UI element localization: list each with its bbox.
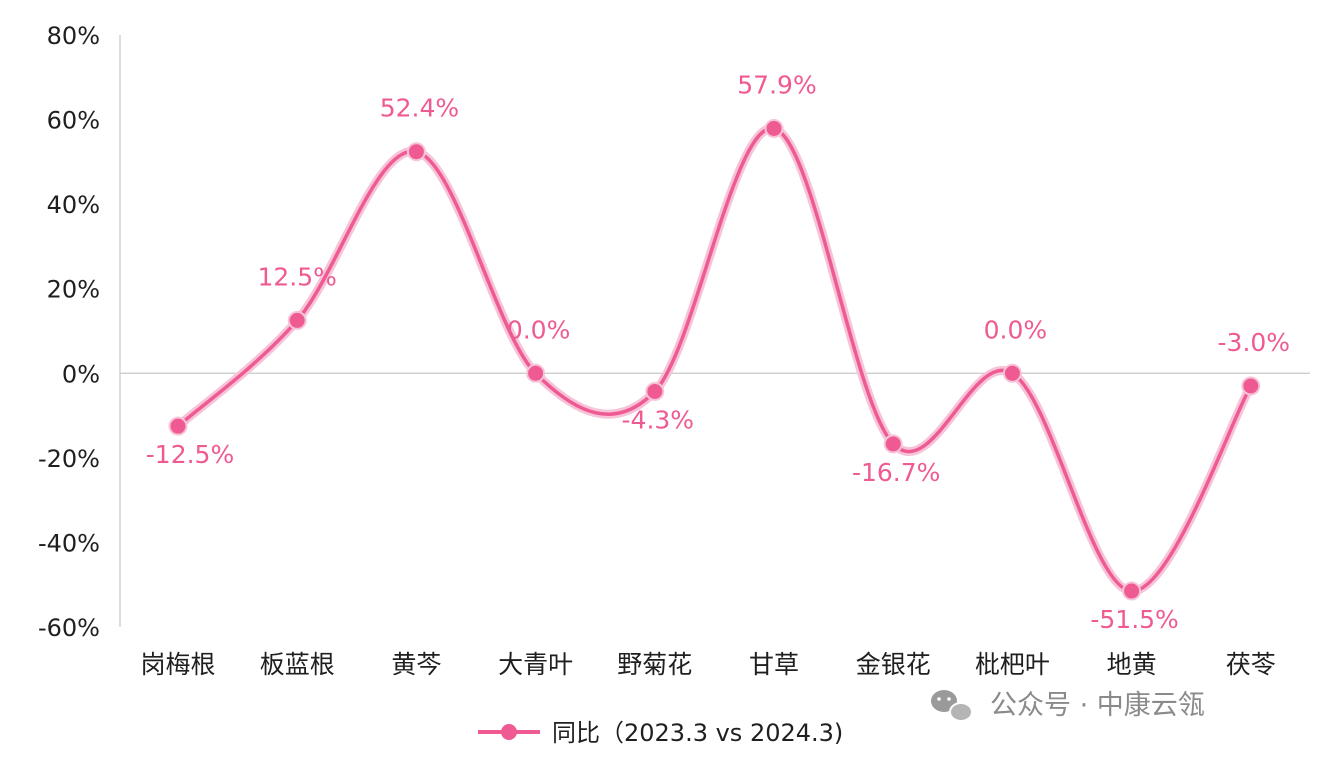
series-line [168,118,1261,601]
data-label: -3.0% [1218,328,1291,357]
x-axis: 岗梅根 板蓝根 黄芩 大青叶 野菊花 甘草 金银花 枇杷叶 地黄 茯苓 [140,650,1275,679]
x-tick-label: 野菊花 [617,650,692,679]
data-label: -12.5% [146,440,234,469]
x-tick-label: 岗梅根 [140,650,215,679]
x-tick-label: 茯苓 [1226,650,1276,679]
data-label: -16.7% [852,458,940,487]
y-tick-label: 40% [47,191,100,219]
data-point [764,118,784,138]
series-line-path [176,126,1253,593]
wechat-icon [931,690,973,722]
data-label: 0.0% [507,315,571,344]
y-axis: 80% 60% 40% 20% 0% -20% -40% -60% [38,22,1310,642]
data-point [1241,376,1261,396]
x-tick-label: 板蓝根 [260,650,335,679]
data-label: 0.0% [984,315,1048,344]
data-label: -4.3% [622,405,695,434]
y-tick-label: 60% [47,107,100,135]
data-label: 57.9% [737,70,816,99]
y-tick-label: 0% [62,360,100,388]
data-label: 52.4% [380,94,459,123]
data-labels: -12.5% 12.5% 52.4% 0.0% -4.3% 57.9% -16.7% 0.0%… [146,70,1290,634]
data-point [526,363,546,383]
x-tick-label: 黄芩 [391,650,441,679]
x-tick-label: 枇杷叶 [975,650,1050,679]
data-point [287,310,307,330]
data-label: -51.5% [1090,605,1178,634]
y-tick-label: -40% [38,529,100,557]
data-point [406,142,426,162]
series-line-glow [173,123,1256,596]
y-tick-label: 80% [47,22,100,50]
x-tick-label: 大青叶 [498,650,573,679]
y-tick-label: -20% [38,445,100,473]
data-label: 12.5% [257,262,336,291]
watermark-text: 公众号 · 中康云瓴 [990,690,1205,721]
y-tick-label: 20% [47,276,100,304]
data-point [168,416,188,436]
legend-marker-swatch [501,724,517,740]
data-point [1002,363,1022,383]
watermark: 公众号 · 中康云瓴 [931,690,1205,722]
legend-label: 同比（2023.3 vs 2024.3) [552,719,843,747]
y-tick-label: -60% [38,614,100,642]
data-point [645,381,665,401]
data-point [1122,581,1142,601]
legend: 同比（2023.3 vs 2024.3) [478,719,843,747]
data-point [883,434,903,454]
x-tick-label: 甘草 [749,650,799,679]
x-tick-label: 金银花 [856,650,931,679]
x-tick-label: 地黄 [1107,650,1157,679]
